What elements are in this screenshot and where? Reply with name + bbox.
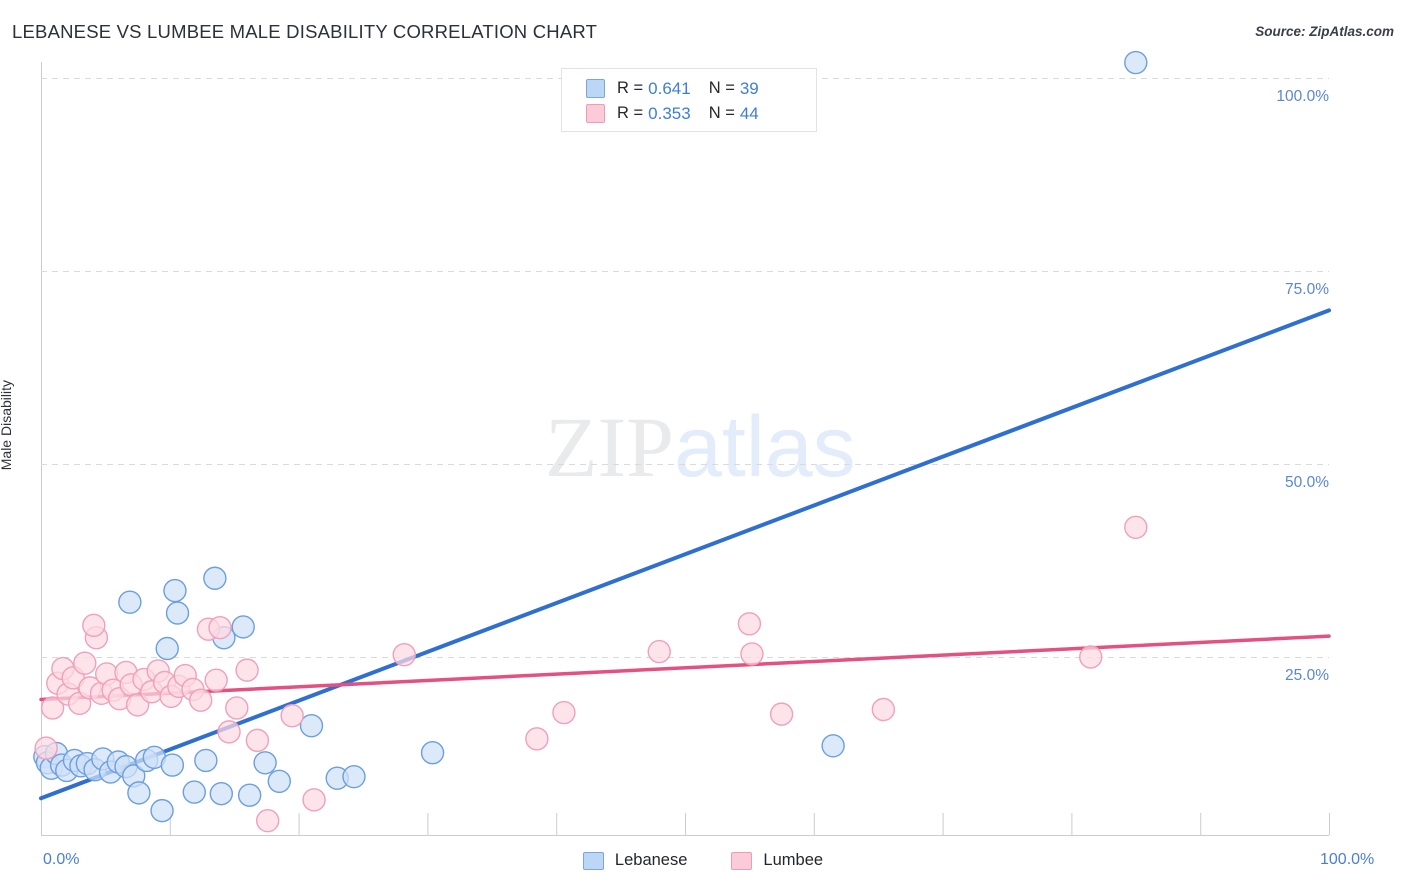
data-point-lebanese-15[interactable] bbox=[127, 781, 151, 805]
n-value-lumbee: 44 bbox=[739, 103, 759, 123]
r-value-lumbee: 0.353 bbox=[648, 103, 691, 123]
data-point-lebanese-19[interactable] bbox=[150, 798, 174, 823]
data-point-lebanese-31[interactable] bbox=[253, 751, 277, 775]
y-axis-title: Male Disability bbox=[0, 380, 14, 471]
swatch-lebanese-icon bbox=[586, 79, 605, 98]
n-label-lumbee: N = bbox=[708, 104, 735, 122]
y-tick-label-100: 100.0% bbox=[1276, 88, 1329, 105]
data-point-lumbee-12[interactable] bbox=[82, 613, 106, 638]
stats-row-lebanese: R = 0.641 N = 39 bbox=[586, 76, 816, 101]
data-point-lebanese-26[interactable] bbox=[182, 780, 206, 804]
source-attribution: Source: ZipAtlas.com bbox=[1255, 24, 1394, 39]
data-point-lumbee-38[interactable] bbox=[525, 727, 549, 751]
data-point-lumbee-7[interactable] bbox=[73, 651, 97, 675]
data-point-lumbee-30[interactable] bbox=[217, 720, 241, 744]
data-point-lumbee-29[interactable] bbox=[208, 615, 232, 640]
data-point-lumbee-37[interactable] bbox=[392, 642, 416, 667]
data-point-lumbee-45[interactable] bbox=[1079, 645, 1103, 669]
y-tick-label-25: 25.0% bbox=[1285, 667, 1329, 684]
data-point-lebanese-21[interactable] bbox=[155, 636, 179, 661]
x-axis-min-label: 0.0% bbox=[43, 851, 80, 868]
data-point-lebanese-24[interactable] bbox=[203, 566, 227, 590]
r-label-lumbee: R = bbox=[617, 104, 644, 122]
data-point-lumbee-44[interactable] bbox=[871, 697, 896, 722]
legend-label-lebanese: Lebanese bbox=[614, 851, 688, 869]
legend-label-lumbee: Lumbee bbox=[763, 851, 824, 869]
data-point-lumbee-32[interactable] bbox=[235, 658, 259, 682]
data-point-lumbee-41[interactable] bbox=[737, 612, 762, 636]
data-point-lumbee-46[interactable] bbox=[1124, 515, 1148, 540]
data-point-lumbee-36[interactable] bbox=[302, 788, 326, 812]
data-point-lumbee-28[interactable] bbox=[204, 668, 228, 692]
legend-swatch-lumbee-icon bbox=[731, 851, 753, 870]
data-point-lebanese-27[interactable] bbox=[209, 781, 234, 806]
data-point-lumbee-42[interactable] bbox=[740, 642, 764, 666]
n-value-lebanese: 39 bbox=[739, 78, 759, 98]
legend-item-lebanese[interactable]: Lebanese bbox=[582, 851, 688, 870]
trendline-lumbee bbox=[39, 634, 1331, 702]
scatter-points bbox=[33, 50, 1331, 833]
data-point-lebanese-25[interactable] bbox=[194, 748, 218, 773]
trendline-lebanese bbox=[39, 308, 1331, 801]
data-point-lebanese-18[interactable] bbox=[118, 590, 142, 614]
data-point-lumbee-39[interactable] bbox=[552, 700, 576, 725]
data-point-lebanese-29[interactable] bbox=[231, 615, 255, 639]
data-point-lumbee-31[interactable] bbox=[225, 696, 249, 720]
data-point-lumbee-43[interactable] bbox=[769, 702, 794, 726]
data-point-lebanese-32[interactable] bbox=[267, 769, 291, 793]
swatch-lumbee-icon bbox=[586, 104, 605, 123]
data-point-lebanese-37[interactable] bbox=[821, 734, 845, 758]
data-point-lebanese-22[interactable] bbox=[163, 578, 187, 603]
data-point-lumbee-34[interactable] bbox=[255, 808, 280, 833]
data-point-lebanese-23[interactable] bbox=[165, 601, 190, 625]
stats-row-lumbee: R = 0.353 N = 44 bbox=[586, 101, 816, 126]
data-point-lumbee-33[interactable] bbox=[245, 728, 270, 753]
correlation-stats-box: R = 0.641 N = 39 R = 0.353 N = 44 bbox=[561, 68, 817, 132]
y-tick-label-75: 75.0% bbox=[1285, 281, 1329, 298]
data-point-lebanese-35[interactable] bbox=[342, 764, 366, 789]
y-tick-label-50: 50.0% bbox=[1285, 474, 1329, 491]
data-point-lumbee-26[interactable] bbox=[189, 688, 213, 712]
series-legend: Lebanese Lumbee bbox=[0, 851, 1406, 870]
y-axis-line bbox=[41, 62, 42, 835]
data-point-lebanese-20[interactable] bbox=[160, 753, 185, 777]
x-axis-max-label: 100.0% bbox=[1320, 851, 1375, 868]
data-point-lumbee-0[interactable] bbox=[34, 736, 58, 760]
plot-area: 100.0% 75.0% 50.0% 25.0% bbox=[33, 50, 1331, 835]
n-label-lebanese: N = bbox=[708, 79, 735, 97]
data-point-lebanese-33[interactable] bbox=[299, 714, 324, 738]
x-axis-line bbox=[41, 835, 1329, 836]
data-point-lebanese-30[interactable] bbox=[237, 783, 262, 807]
data-point-lumbee-1[interactable] bbox=[40, 696, 65, 720]
legend-item-lumbee[interactable]: Lumbee bbox=[731, 851, 823, 870]
page-title: LEBANESE VS LUMBEE MALE DISABILITY CORRE… bbox=[12, 21, 598, 42]
data-point-lumbee-35[interactable] bbox=[280, 703, 304, 728]
data-point-lumbee-40[interactable] bbox=[647, 639, 671, 664]
r-label-lebanese: R = bbox=[617, 79, 644, 97]
data-point-lebanese-38[interactable] bbox=[1124, 50, 1148, 75]
legend-swatch-lebanese-icon bbox=[582, 851, 604, 870]
r-value-lebanese: 0.641 bbox=[648, 78, 691, 98]
data-point-lebanese-36[interactable] bbox=[420, 741, 445, 765]
